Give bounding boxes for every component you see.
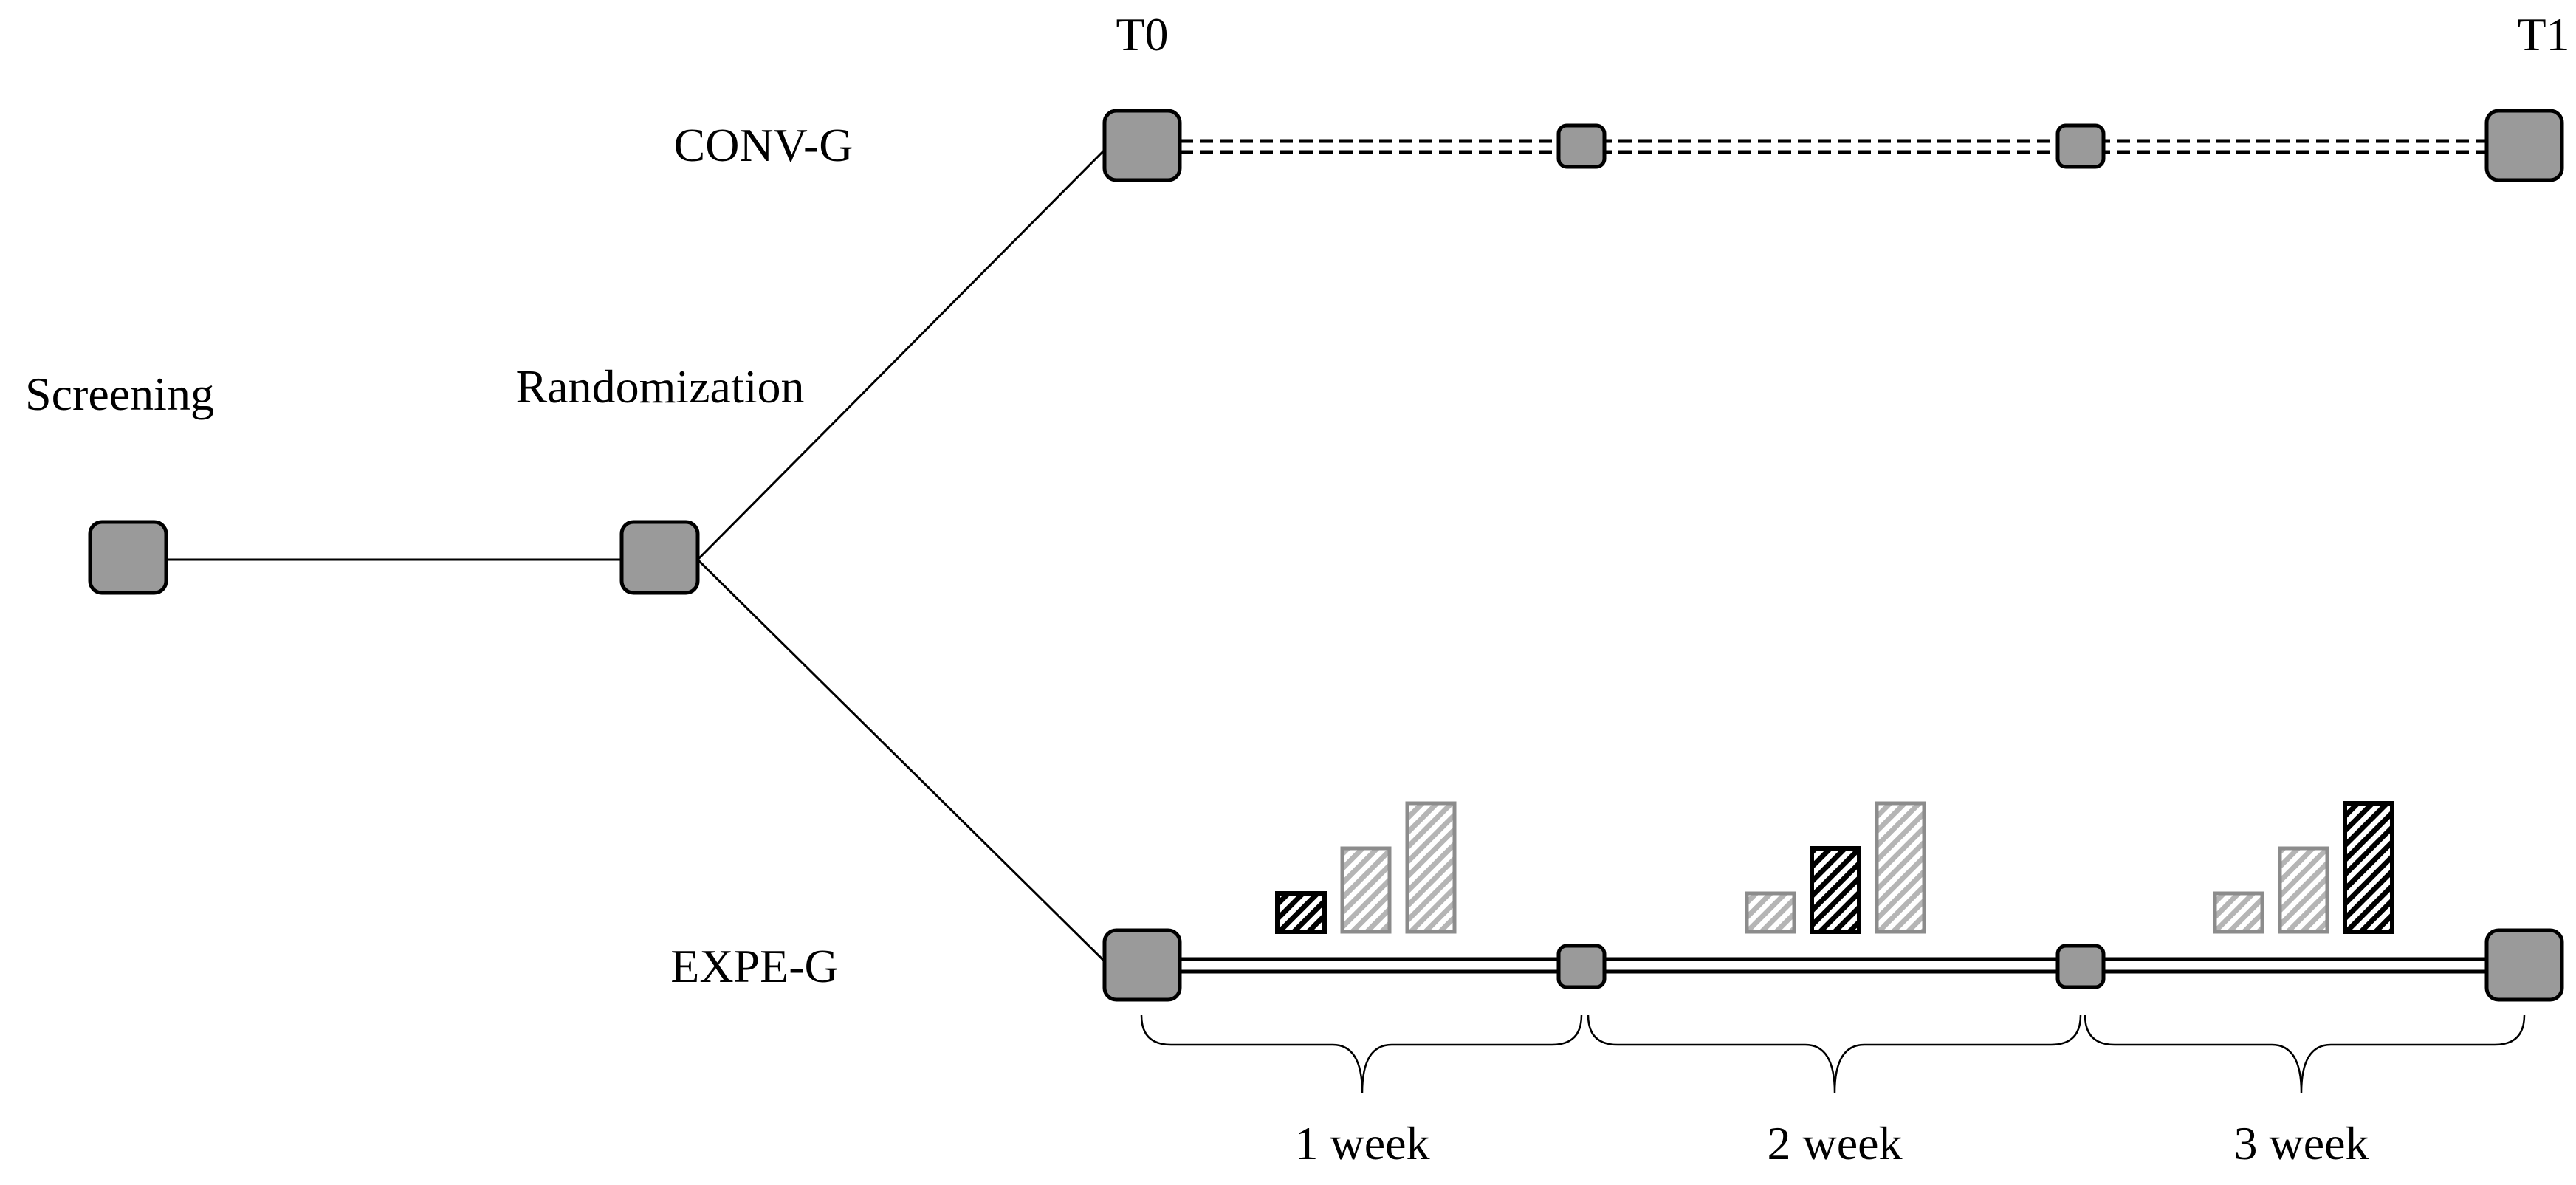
expe-week2-node <box>2055 944 2106 989</box>
t1-label: T1 <box>2517 8 2569 61</box>
intensity-bar-highlighted <box>2343 801 2394 934</box>
intensity-bar <box>2213 891 2264 934</box>
intensity-bar <box>1745 891 1796 934</box>
conv-week2-node <box>2055 123 2106 169</box>
t0-label: T0 <box>1116 8 1168 61</box>
intensity-bar <box>2278 846 2329 934</box>
week-brace <box>1140 1014 1583 1093</box>
intensity-bar <box>1340 846 1392 934</box>
intensity-bar-highlighted <box>1275 891 1327 934</box>
expe-t0-node <box>1102 928 1182 1002</box>
week-brace <box>1587 1014 2082 1093</box>
conv-t1-node <box>2484 109 2564 182</box>
intensity-bars <box>1275 801 2394 934</box>
intensity-bar <box>1875 801 1926 934</box>
screening-label: Screening <box>25 368 214 420</box>
intensity-bar <box>1405 801 1457 934</box>
randomization-to-expe-line <box>696 558 1110 967</box>
week-brace <box>2084 1014 2526 1093</box>
expe-t1-node <box>2484 928 2564 1002</box>
conv-group-label: CONV-G <box>674 119 853 171</box>
randomization-node <box>619 520 700 595</box>
conv-week1-node <box>1556 123 1607 169</box>
randomization-label: Randomization <box>515 360 804 413</box>
conv-group-track <box>1180 139 2487 154</box>
intensity-bar-highlighted <box>1810 846 1861 934</box>
screening-node <box>88 520 168 595</box>
expe-group-track <box>1180 957 2487 974</box>
expe-group-label: EXPE-G <box>670 940 839 992</box>
conv-t0-node <box>1102 109 1182 182</box>
week-label: 3 week <box>2233 1117 2369 1169</box>
week-label: 2 week <box>1767 1117 1902 1169</box>
week-label: 1 week <box>1294 1117 1429 1169</box>
randomization-to-conv-line <box>696 144 1110 561</box>
expe-week1-node <box>1556 944 1607 989</box>
